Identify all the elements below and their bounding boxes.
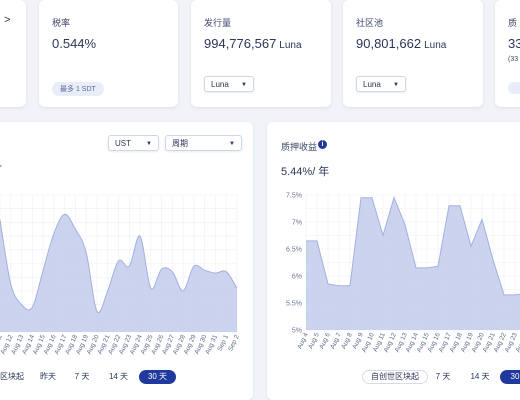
staked-sub-value: (33 [508,56,519,63]
issuance-denom-value: Luna [211,80,229,89]
series-area [0,214,237,332]
issuance-denom-select[interactable]: Luna ▼ [204,76,254,92]
chevron-down-icon: ▼ [146,141,152,147]
staked-value: 33 [508,36,520,51]
community-pool-label: 社区池 [356,18,384,28]
y-tick-label: 6% [292,274,302,281]
issuance-label: 发行量 [204,18,232,28]
tax-rate-card: 税率 0.544% 最多 1 SDT [39,0,178,107]
currency-select[interactable]: UST ▼ [108,135,159,151]
issuance-card: 发行量 994,776,567 Luna Luna ▼ [191,0,331,107]
staked-label: 质 [508,18,518,28]
chevron-down-icon: ▼ [393,82,399,88]
staking-yield-title: 质押收益 [281,142,318,152]
range-yesterday[interactable]: 昨天 [40,372,56,381]
y-tick-label: 5.5% [286,301,302,308]
tax-cap-badge: 最多 1 SDT [52,82,104,96]
issuance-amount: 994,776,567 [204,36,277,51]
x-tick-label: Sep 2 [227,334,241,353]
right-range-tabs: 自创世区块起 7 天 14 天 30 [360,370,520,384]
issuance-value: 994,776,567 Luna [204,36,302,51]
range-14d[interactable]: 14 天 [108,372,129,381]
y-tick-label: 7.5% [286,193,302,200]
chevron-down-icon: ▼ [229,141,235,147]
range-30d[interactable]: 30 [500,370,520,384]
staked-badge [508,82,520,94]
tax-rate-value: 0.544% [52,36,97,51]
range-30d[interactable]: 30 天 [139,370,176,384]
stat-card-partial-value: > [4,14,11,26]
info-icon[interactable]: i [318,140,327,149]
staked-card-partial: 质 33 (33 [495,0,520,107]
issuance-unit: Luna [279,40,302,51]
community-pool-card: 社区池 90,801,662 Luna Luna ▼ [343,0,483,107]
community-pool-unit: Luna [424,40,447,51]
range-since-block[interactable]: 区块起 [0,372,24,381]
currency-select-value: UST [115,139,131,148]
range-7d[interactable]: 7 天 [74,372,90,381]
range-14d[interactable]: 14 天 [470,372,490,381]
left-chart-panel: UST ▼ 周期 ▼ T [0,122,253,400]
range-7d[interactable]: 7 天 [435,372,451,381]
left-range-tabs: 区块起 昨天 7 天 14 天 30 天 [0,370,253,384]
series-line [0,213,238,314]
range-since-genesis[interactable]: 自创世区块起 [362,370,428,384]
period-select[interactable]: 周期 ▼ [165,135,242,151]
stat-card-partial: > [0,0,26,107]
series-area [306,197,520,330]
staking-yield-value: 5.44%/ 年 [281,166,330,178]
chevron-down-icon: ▼ [241,82,247,88]
community-pool-value: 90,801,662 Luna [356,36,446,51]
series-line [306,196,520,296]
tax-rate-label: 税率 [52,18,71,28]
y-tick-label: 6.5% [286,247,302,254]
left-panel-title-fragment: T [0,164,2,176]
period-select-value: 周期 [172,139,188,148]
community-pool-denom-select[interactable]: Luna ▼ [356,76,406,92]
community-pool-amount: 90,801,662 [356,36,422,51]
y-tick-label: 5% [292,328,302,335]
y-tick-label: 7% [292,220,302,227]
community-pool-denom-value: Luna [363,80,381,89]
